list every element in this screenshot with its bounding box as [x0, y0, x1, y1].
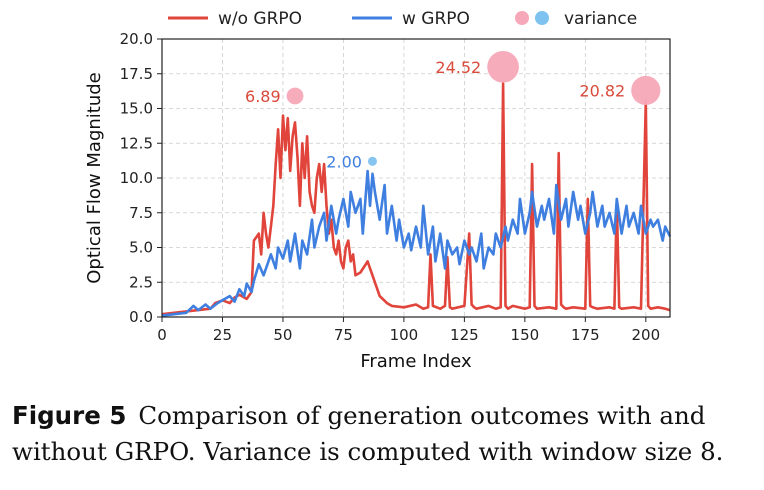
y-tick-label: 17.5 — [120, 65, 153, 83]
legend-label: w GRPO — [402, 9, 470, 29]
y-tick-label: 0.0 — [129, 308, 153, 326]
y-axis-label: Optical Flow Magnitude — [84, 72, 105, 283]
y-tick-label: 2.5 — [129, 273, 153, 291]
variance-dot — [487, 50, 519, 83]
variance-label: 24.52 — [435, 58, 481, 77]
legend-dot-pink — [515, 11, 529, 25]
x-tick-label: 175 — [571, 326, 600, 344]
y-tick-label: 12.5 — [120, 134, 153, 152]
variance-dot — [286, 87, 304, 105]
y-tick-label: 15.0 — [120, 100, 153, 118]
x-tick-label: 25 — [213, 326, 232, 344]
x-tick-label: 125 — [450, 326, 479, 344]
optical-flow-chart: 6.89 2.00 24.52 20.82 0 25 50 75 100 125 150 175 20… — [84, 9, 672, 372]
x-tick-label: 100 — [390, 326, 419, 344]
variance-label: 20.82 — [579, 81, 625, 100]
variance-dot — [631, 75, 661, 106]
y-tick-label: 7.5 — [129, 204, 153, 222]
axis-ticks: 0 25 50 75 100 125 150 175 200 0.0 2.5 5.0 7.5 10.0 12… — [120, 30, 661, 344]
y-tick-label: 5.0 — [129, 239, 153, 257]
series-line-w-grpo — [161, 169, 672, 317]
x-tick-label: 0 — [157, 326, 167, 344]
legend-label: w/o GRPO — [218, 9, 302, 29]
legend-dot-blue — [535, 11, 549, 25]
figure-caption: Figure 5 Comparison of generation outcome… — [12, 398, 752, 470]
y-tick-label: 10.0 — [120, 169, 153, 187]
variance-label: 2.00 — [326, 152, 362, 171]
x-tick-label: 200 — [631, 326, 660, 344]
variance-dot — [367, 156, 377, 166]
variance-label: 6.89 — [245, 87, 281, 106]
x-tick-label: 75 — [334, 326, 353, 344]
x-tick-label: 50 — [273, 326, 292, 344]
variance-annotations: 6.89 2.00 24.52 20.82 — [245, 50, 661, 171]
y-tick-label: 20.0 — [120, 30, 153, 48]
series-line-wo-grpo — [161, 82, 671, 316]
x-axis-label: Frame Index — [360, 351, 472, 372]
figure-label: Figure 5 — [12, 401, 127, 430]
legend-label: variance — [564, 9, 637, 29]
series-lines — [161, 82, 672, 317]
caption-text: Comparison of generation outcomes with a… — [12, 401, 724, 466]
x-tick-label: 150 — [511, 326, 540, 344]
legend: w/o GRPO w GRPO variance — [168, 9, 637, 29]
